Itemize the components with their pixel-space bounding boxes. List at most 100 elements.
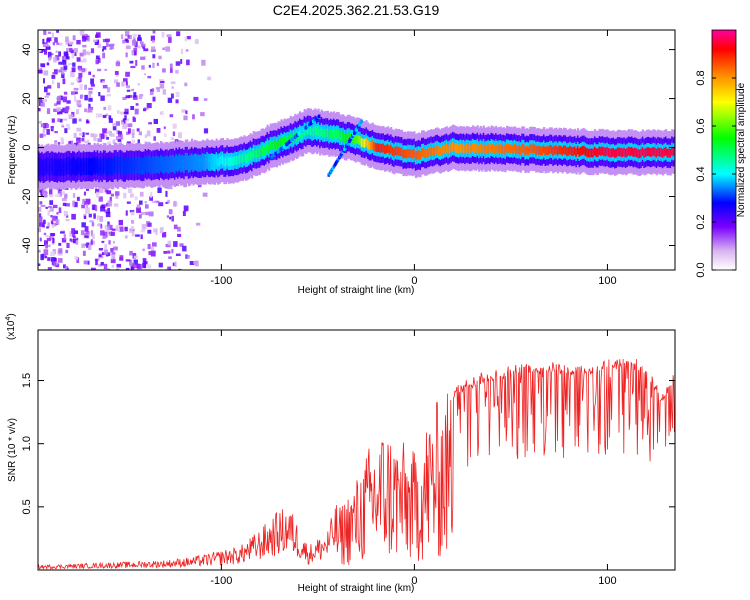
spectrogram-noise-cell xyxy=(69,238,72,242)
spectrogram-ridge-cell xyxy=(152,160,155,170)
spectrogram-noise-cell xyxy=(38,207,42,212)
spectrogram-noise-cell xyxy=(126,141,131,144)
spectrogram-noise-cell xyxy=(49,188,53,195)
spectrogram-noise-cell xyxy=(97,68,102,72)
spectrogram-noise-cell xyxy=(59,95,63,101)
spectrogram-ridge-cell xyxy=(305,127,308,137)
spectrogram-noise-cell xyxy=(169,63,173,69)
spectrogram-ridge-cell xyxy=(620,147,623,157)
spectrogram-noise-cell xyxy=(43,219,46,225)
spectrogram-noise-cell xyxy=(80,59,84,63)
spectrogram-ridge-cell xyxy=(354,136,357,145)
spectrogram-noise-cell xyxy=(57,111,63,115)
spectrogram-ridge-cell xyxy=(561,146,564,156)
spectrogram-noise-cell xyxy=(173,241,178,247)
spectrogram-noise-cell xyxy=(141,44,146,48)
spectrogram-noise-cell xyxy=(59,118,63,123)
spectrogram-noise-cell xyxy=(50,53,54,56)
spectrogram-ridge-cell xyxy=(572,147,575,156)
spectrogram-noise-cell xyxy=(131,226,134,230)
spectrogram-noise-cell xyxy=(118,219,123,226)
spectrogram-noise-cell xyxy=(59,191,62,197)
spectrogram-noise-cell xyxy=(147,75,152,79)
spectrogram-noise-cell xyxy=(116,268,120,270)
spectrogram-noise-cell xyxy=(44,240,48,246)
spectrogram-noise-cell xyxy=(115,121,120,126)
spectrogram-noise-cell xyxy=(62,56,65,62)
spectrogram-ridge-cell xyxy=(265,145,268,154)
spectrogram-noise-cell xyxy=(122,118,126,125)
spectrogram-noise-cell xyxy=(59,42,63,46)
spectrogram-ridge-cell xyxy=(397,146,400,156)
spectrogram-ridge-cell xyxy=(215,156,218,166)
spectrogram-noise-cell xyxy=(74,96,77,102)
spectrogram-noise-cell xyxy=(40,102,45,107)
spectrogram-ridge-cell xyxy=(461,144,464,154)
spectrogram-ridge-cell xyxy=(660,148,663,157)
spectrogram-ridge-cell xyxy=(65,161,68,171)
spectrogram-ridge-cell xyxy=(126,160,129,170)
spectrogram-noise-cell xyxy=(162,89,166,95)
spectrogram-noise-cell xyxy=(144,201,147,204)
spectrogram-ridge-cell xyxy=(646,147,649,156)
spectrogram-ridge-cell xyxy=(271,141,274,150)
spectrogram-noise-cell xyxy=(87,51,91,56)
spectrogram-ridge-cell xyxy=(146,160,149,170)
spectrogram-ridge-cell xyxy=(570,146,573,156)
spectrogram-noise-cell xyxy=(131,129,135,135)
spectrogram-ridge-cell xyxy=(640,148,643,158)
spectrogram-ridge-cell xyxy=(104,160,107,170)
spectrogram-noise-cell xyxy=(44,48,48,55)
snr-panel: -100 0 100 0.5 1.0 1.5 Height of straight li… xyxy=(5,313,676,594)
spectrogram-noise-cell xyxy=(64,193,68,199)
spectrogram-ridge-cell xyxy=(445,143,448,153)
spectrogram-noise-cell xyxy=(140,234,143,240)
spectrogram-ridge-cell xyxy=(248,152,251,162)
spectrogram-noise-cell xyxy=(46,226,49,229)
spectrogram-ridge-cell xyxy=(282,138,285,147)
spectrogram-noise-cell xyxy=(168,209,173,215)
spectrogram-noise-cell xyxy=(66,53,69,59)
spectrogram-noise-cell xyxy=(79,84,83,90)
spectrogram-noise-cell xyxy=(165,46,171,52)
spectrogram-ridge-cell xyxy=(362,138,365,148)
spectrogram-noise-cell xyxy=(71,53,75,59)
spectrogram-x-tick-label: -100 xyxy=(210,275,232,287)
spectrogram-noise-cell xyxy=(107,268,110,270)
spectrogram-noise-cell xyxy=(162,68,166,73)
spectrogram-ridge-cell xyxy=(541,146,544,156)
spectrogram-noise-cell xyxy=(85,109,90,113)
spectrogram-noise-cell xyxy=(68,62,73,66)
spectrogram-noise-cell xyxy=(76,196,80,201)
spectrogram-noise-cell xyxy=(46,62,50,66)
spectrogram-ridge-cell xyxy=(521,143,524,153)
spectrogram-noise-cell xyxy=(44,95,49,98)
spectrogram-noise-cell xyxy=(44,234,49,237)
spectrogram-noise-cell xyxy=(167,250,171,254)
spectrogram-noise-cell xyxy=(130,193,134,198)
spectrogram-noise-cell xyxy=(102,128,108,134)
spectrogram-ridge-cell xyxy=(614,149,617,159)
spectrogram-noise-cell xyxy=(54,131,58,134)
snr-multiplier-close: ) xyxy=(6,313,17,316)
spectrogram-noise-cell xyxy=(102,52,106,59)
spectrogram-noise-cell xyxy=(66,242,70,248)
spectrogram-noise-cell xyxy=(201,59,206,66)
spectrogram-ridge-cell xyxy=(269,141,272,150)
spectrogram-noise-cell xyxy=(75,91,78,95)
spectrogram-noise-cell xyxy=(78,76,82,82)
spectrogram-noise-cell xyxy=(43,30,47,35)
spectrogram-noise-cell xyxy=(110,258,116,264)
spectrogram-noise-cell xyxy=(58,242,62,246)
spectrogram-noise-cell xyxy=(51,74,56,79)
spectrogram-noise-cell xyxy=(81,204,85,209)
spectrogram-ridge-cell xyxy=(433,146,436,156)
colorbar-label: Normalized spectral amplitude xyxy=(736,82,747,217)
spectrogram-ridge-cell xyxy=(300,130,303,139)
spectrogram-noise-cell xyxy=(73,132,77,138)
spectrogram-ridge-cell xyxy=(244,154,248,163)
spectrogram-ridge-cell xyxy=(118,160,121,170)
snr-x-tick-label: 100 xyxy=(598,575,616,587)
spectrogram-noise-cell xyxy=(152,242,157,247)
spectrogram-noise-cell xyxy=(63,91,68,95)
